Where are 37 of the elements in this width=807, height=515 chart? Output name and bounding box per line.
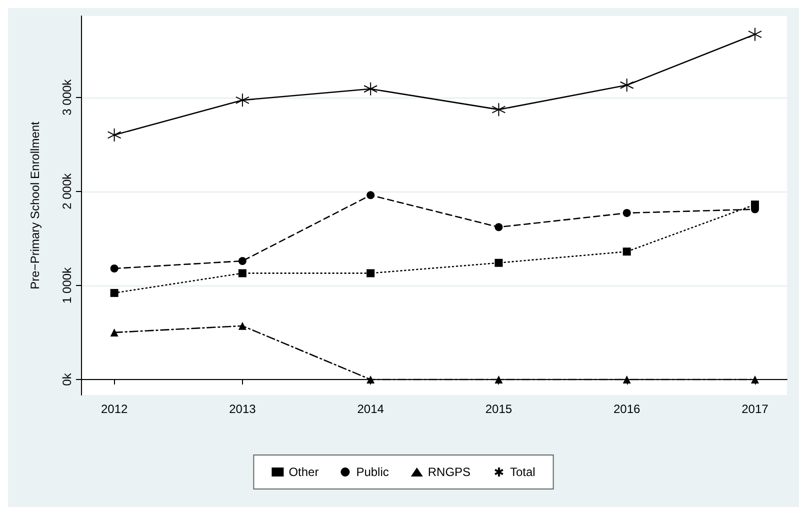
point: [620, 78, 634, 92]
point: [748, 27, 762, 42]
point: [622, 375, 631, 384]
y-tick-label: 3 000k: [60, 78, 74, 116]
y-tick-label: 0k: [60, 372, 74, 386]
legend-label: Other: [288, 465, 319, 479]
x-tick-label: 2015: [485, 402, 512, 416]
point: [107, 128, 122, 142]
point: [622, 248, 631, 256]
legend-label: Public: [356, 465, 389, 479]
point: [494, 223, 503, 232]
x-tick-label: 2016: [613, 402, 641, 416]
x-tick-label: 2014: [357, 402, 384, 416]
point: [110, 288, 118, 297]
point: [366, 375, 375, 384]
point: [238, 322, 246, 330]
legend-label: Total: [510, 465, 536, 479]
x-tick-label: 2012: [100, 402, 128, 416]
y-tick-label: 1 000k: [60, 266, 74, 304]
legend-label: RNGPS: [428, 465, 471, 479]
point: [494, 258, 503, 267]
point: [750, 375, 759, 384]
point: [110, 328, 118, 336]
point: [494, 375, 503, 384]
point: [238, 269, 246, 278]
point: [364, 82, 378, 96]
point: [492, 102, 506, 117]
point: [235, 93, 250, 108]
point: [238, 256, 246, 265]
point: [366, 269, 375, 278]
y-axis-title: Pre−Primary School Enrollment: [28, 120, 42, 290]
point: [110, 264, 118, 273]
x-tick-label: 2013: [229, 402, 256, 416]
x-tick-label: 2017: [742, 402, 769, 416]
point: [622, 209, 631, 218]
point: [366, 191, 375, 200]
y-tick-label: 2 000k: [60, 172, 74, 210]
